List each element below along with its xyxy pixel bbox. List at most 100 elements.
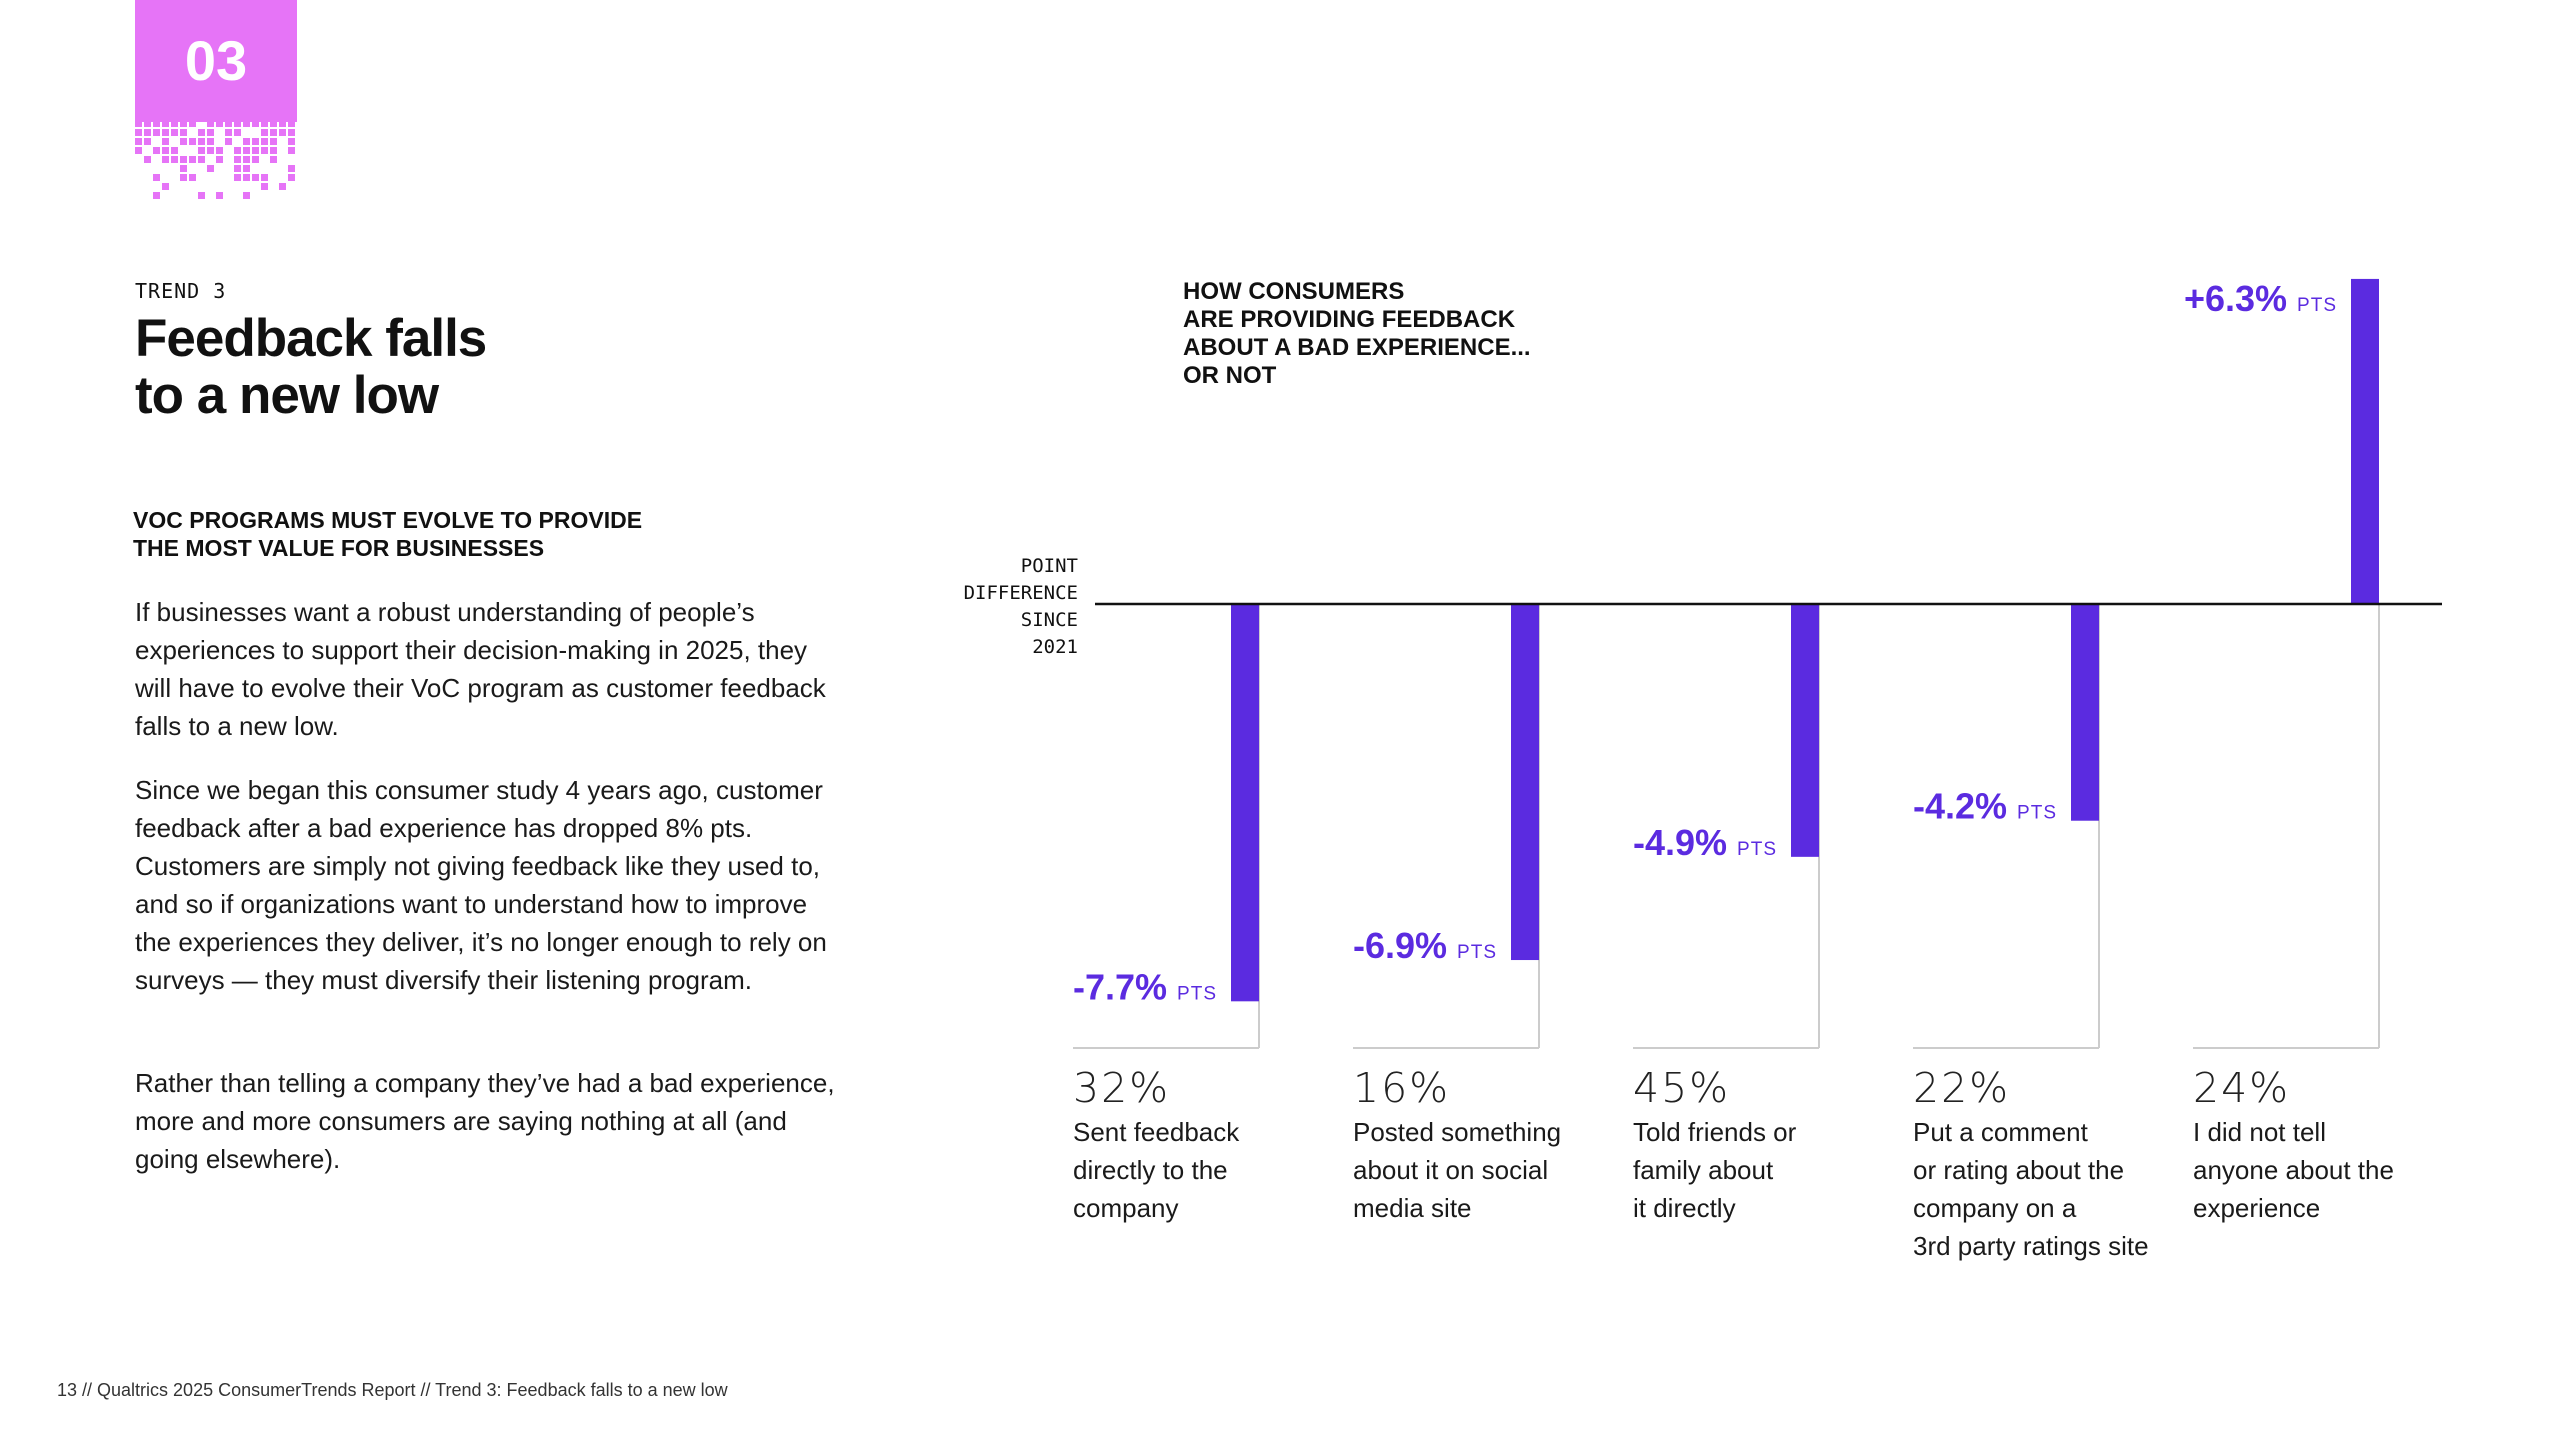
pixel-fade-cell: [171, 120, 178, 127]
category-label-line: 3rd party ratings site: [1913, 1231, 2149, 1261]
pixel-fade-cell: [198, 192, 205, 199]
pixel-fade-cell: [153, 129, 160, 136]
pixel-fade-cell: [261, 147, 268, 154]
category-share: 24%: [2193, 1064, 2291, 1112]
pixel-fade-cell: [207, 147, 214, 154]
category-share: 45%: [1633, 1064, 1731, 1112]
pixel-fade-cell: [270, 129, 277, 136]
pixel-fade-cell: [189, 156, 196, 163]
pixel-fade-cell: [279, 120, 286, 127]
category-label: Told friends or family about it directly: [1633, 1113, 1796, 1227]
pixel-fade-cell: [270, 138, 277, 145]
pixel-fade-cell: [180, 165, 187, 172]
category-share: 22%: [1913, 1064, 2011, 1112]
pixel-fade-cell: [180, 129, 187, 136]
pixel-fade-cell: [144, 156, 151, 163]
pixel-fade-cell: [288, 165, 295, 172]
bar-value: -6.9%: [1353, 925, 1447, 966]
chart-title-line: ARE PROVIDING FEEDBACK: [1183, 306, 1516, 333]
pixel-fade-cell: [279, 129, 286, 136]
pixel-fade-cell: [288, 147, 295, 154]
bar-value-label: -7.7% PTS: [1073, 966, 1217, 1007]
bar-value-unit: PTS: [2017, 803, 2057, 824]
pixel-fade-cell: [180, 156, 187, 163]
pixel-fade-cell: [189, 138, 196, 145]
pixel-fade-cell: [216, 156, 223, 163]
bar-value-unit: PTS: [1177, 983, 1217, 1004]
category-label-line: Told friends or: [1633, 1117, 1797, 1147]
chart-title-line: OR NOT: [1183, 362, 1277, 389]
bar-value: -7.7%: [1073, 966, 1167, 1007]
pixel-fade-cell: [243, 120, 250, 127]
bar: [2351, 278, 2379, 604]
page-footer: 13 // Qualtrics 2025 ConsumerTrends Repo…: [57, 1380, 728, 1400]
pixel-fade-cell: [225, 129, 232, 136]
pixel-fade-cell: [162, 120, 169, 127]
pixel-fade-cell: [216, 192, 223, 199]
pixel-fade-cell: [207, 165, 214, 172]
pixel-fade-cell: [243, 192, 250, 199]
y-axis-label: POINT DIFFERENCE SINCE 2021: [930, 553, 1078, 661]
pixel-fade-cell: [288, 138, 295, 145]
bar: [1231, 604, 1259, 1002]
bar: [2071, 604, 2099, 821]
pixel-fade-cell: [252, 147, 259, 154]
page-title: Feedback falls to a new low: [135, 310, 487, 425]
pixel-fade-cell: [171, 129, 178, 136]
pixel-fade-cell: [261, 129, 268, 136]
category-label-line: media site: [1353, 1193, 1472, 1223]
pixel-fade-cell: [135, 147, 142, 154]
bar-value-label: +6.3% PTS: [2184, 278, 2337, 319]
category-label: Put a comment or rating about the company …: [1913, 1113, 2149, 1265]
pixel-fade-cell: [216, 147, 223, 154]
subheading-line: THE MOST VALUE FOR BUSINESSES: [133, 535, 545, 561]
pixel-fade-cell: [261, 120, 268, 127]
pixel-fade-cell: [270, 156, 277, 163]
pixel-fade-cell: [279, 183, 286, 190]
pixel-fade-cell: [180, 174, 187, 181]
pixel-fade-cell: [198, 147, 205, 154]
bar-value: +6.3%: [2184, 278, 2287, 319]
pixel-fade-cell: [153, 192, 160, 199]
pixel-fade-cell: [153, 147, 160, 154]
pixel-fade-cell: [270, 120, 277, 127]
pixel-fade-cell: [180, 138, 187, 145]
y-axis-label-line: POINT: [1020, 555, 1078, 577]
bar: [1511, 604, 1539, 961]
category-label-line: directly to the: [1073, 1155, 1228, 1185]
category-share: 16%: [1353, 1064, 1451, 1112]
pixel-fade-cell: [288, 174, 295, 181]
pixel-fade-cell: [243, 165, 250, 172]
page-title-line: to a new low: [135, 366, 439, 425]
section-subheading: VOC PROGRAMS MUST EVOLVE TO PROVIDE THE …: [133, 506, 642, 562]
bar-value-label: -4.2% PTS: [1913, 786, 2057, 827]
pixel-fade-cell: [234, 129, 241, 136]
pixel-fade-cell: [216, 120, 223, 127]
pixel-fade-cell: [261, 174, 268, 181]
pixel-fade-cell: [180, 120, 187, 127]
pixel-fade-cell: [207, 129, 214, 136]
pixel-fade-cell: [243, 147, 250, 154]
category-label-line: or rating about the: [1913, 1155, 2125, 1185]
pixel-fade-cell: [252, 156, 259, 163]
pixel-fade-cell: [252, 120, 259, 127]
y-axis-label-line: DIFFERENCE: [963, 582, 1078, 604]
category-label-line: it directly: [1633, 1193, 1736, 1223]
pixel-fade-cell: [144, 138, 151, 145]
pixel-fade-cell: [207, 120, 214, 127]
pixel-fade-cell: [153, 174, 160, 181]
chart-title-line: ABOUT A BAD EXPERIENCE...: [1183, 334, 1531, 361]
pixel-fade-cell: [189, 120, 196, 127]
pixel-fade-cell: [135, 129, 142, 136]
y-axis-label-line: SINCE: [1020, 609, 1078, 631]
category-label-line: company on a: [1913, 1193, 2077, 1223]
chart-title-line: HOW CONSUMERS: [1183, 278, 1405, 305]
category-label-line: anyone about the: [2193, 1155, 2394, 1185]
category-share: 32%: [1073, 1064, 1171, 1112]
bar-value-unit: PTS: [1737, 839, 1777, 860]
bar-value-label: -4.9% PTS: [1633, 822, 1777, 863]
pixel-fade-cell: [198, 129, 205, 136]
category-label-line: experience: [2193, 1193, 2321, 1223]
pixel-fade-cell: [288, 129, 295, 136]
pixel-fade-cell: [198, 138, 205, 145]
